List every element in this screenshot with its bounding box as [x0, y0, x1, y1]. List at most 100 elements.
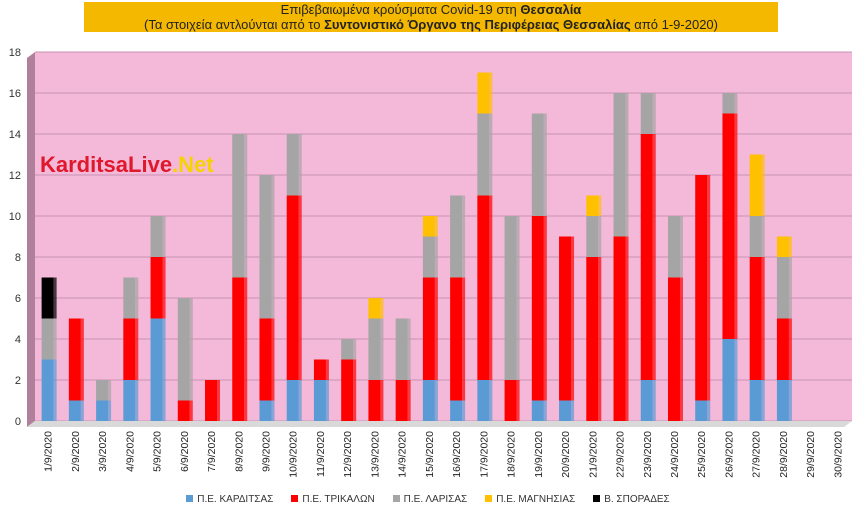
x-tick-label: 17/9/2020	[478, 431, 490, 478]
y-tick-label: 18	[9, 47, 21, 59]
x-tick-label: 27/9/2020	[751, 431, 763, 478]
bar-segment-side	[325, 359, 329, 380]
x-tick-label: 30/9/2020	[832, 431, 844, 478]
bar-segment-side	[53, 318, 57, 360]
y-tick-label: 16	[9, 88, 21, 100]
x-tick-label: 1/9/2020	[43, 431, 55, 472]
x-tick-label: 7/9/2020	[206, 431, 218, 472]
bar-segment	[41, 359, 54, 421]
bar-segment-side	[380, 318, 384, 380]
x-tick-label: 16/9/2020	[451, 431, 463, 478]
bar-segment	[776, 380, 789, 421]
legend-swatch	[186, 495, 194, 502]
x-tick-label: 5/9/2020	[152, 431, 164, 472]
legend-label: Π.Ε. ΤΡΙΚΑΛΩΝ	[302, 494, 375, 505]
bar-segment-side	[571, 236, 575, 401]
plot-side-wall	[27, 52, 35, 427]
bar-segment	[640, 93, 653, 134]
legend-swatch	[392, 495, 400, 502]
bar-segment-side	[244, 134, 248, 278]
x-tick-label: 25/9/2020	[696, 431, 708, 478]
bar-segment	[422, 380, 435, 421]
bar-segment-side	[543, 113, 547, 216]
bar-segment	[286, 380, 299, 421]
bar-segment-side	[489, 113, 493, 196]
bar-segment	[422, 216, 435, 237]
x-tick-label: 19/9/2020	[533, 431, 545, 478]
legend-label: Β. ΣΠΟΡΑΔΕΣ	[604, 494, 670, 505]
bar-segment-side	[135, 318, 139, 380]
bar-segment	[232, 277, 245, 421]
y-tick-label: 10	[9, 211, 21, 223]
bar-segment-side	[135, 380, 139, 421]
bar-segment	[586, 195, 599, 216]
bar-segment-side	[571, 400, 575, 421]
bar-segment-side	[516, 216, 520, 380]
bar-segment-side	[162, 216, 166, 257]
legend-item: Π.Ε. ΛΑΡΙΣΑΣ	[392, 494, 467, 505]
x-tick-label: 29/9/2020	[805, 431, 817, 478]
bar-segment	[150, 318, 163, 421]
bar-segment	[177, 298, 190, 401]
bar-segment-side	[53, 359, 57, 421]
legend: Π.Ε. ΚΑΡΔΙΤΣΑΣ Π.Ε. ΤΡΙΚΑΛΩΝ Π.Ε. ΛΑΡΙΣΑΣ Π…	[0, 494, 856, 505]
bar-segment	[586, 257, 599, 421]
bar-segment-side	[761, 380, 765, 421]
bar-segment-side	[407, 380, 411, 421]
bar-segment	[341, 339, 354, 360]
bar-segment	[586, 216, 599, 257]
bar-segment-side	[80, 318, 84, 401]
bar-segment-side	[271, 400, 275, 421]
bar-segment	[749, 216, 762, 257]
bar-segment-side	[135, 277, 139, 319]
bar-segment	[286, 195, 299, 380]
bar-segment-side	[516, 380, 520, 421]
watermark-logo: KarditsaLive.Net	[40, 152, 214, 178]
bar-segment	[776, 257, 789, 319]
title-line1-bold: Θεσσαλία	[520, 2, 582, 17]
y-tick-label: 8	[15, 252, 21, 264]
bar-segment-side	[761, 257, 765, 380]
bar-segment-side	[434, 380, 438, 421]
title-line1-prefix: Επιβεβαιωμένα κρούσματα Covid-19 στη	[280, 2, 521, 17]
bar-segment-side	[652, 380, 656, 421]
legend-label: Π.Ε. ΜΑΓΝΗΣΙΑΣ	[496, 494, 576, 505]
bar-segment	[722, 113, 735, 339]
bar-segment	[68, 400, 81, 421]
y-tick-label: 14	[9, 129, 21, 141]
bar-segment	[177, 400, 190, 421]
x-tick-label: 4/9/2020	[124, 431, 136, 472]
legend-label: Π.Ε. ΚΑΡΔΙΤΣΑΣ	[197, 494, 274, 505]
bar-segment	[559, 400, 572, 421]
bar-segment-side	[489, 72, 493, 114]
x-tick-label: 9/9/2020	[260, 431, 272, 472]
bar-segment-side	[489, 380, 493, 421]
title-line2-suffix: από 1-9-2020)	[630, 17, 718, 32]
bar-segment-side	[734, 339, 738, 421]
x-tick-label: 2/9/2020	[70, 431, 82, 472]
title-line2-prefix: (Τα στοιχεία αντλούνται από το	[144, 17, 325, 32]
bar-segment-side	[788, 257, 792, 319]
bar-segment-side	[162, 318, 166, 421]
bar-segment-side	[353, 339, 357, 360]
bar-segment-side	[325, 380, 329, 421]
bar-segment-side	[734, 93, 738, 114]
bar-segment-side	[407, 318, 411, 380]
x-tick-label: 23/9/2020	[642, 431, 654, 478]
x-tick-label: 20/9/2020	[560, 431, 572, 478]
y-tick-label: 2	[15, 375, 21, 387]
bar-segment	[613, 236, 626, 421]
bar-segment	[123, 380, 136, 421]
title-line2-bold: Συντονιστικό Όργανο της Περιφέρειας Θεσσ…	[324, 17, 631, 32]
legend-swatch	[485, 495, 493, 502]
bar-segment-side	[462, 195, 466, 278]
bar-segment	[749, 257, 762, 380]
bar-segment-side	[788, 318, 792, 380]
bar-segment-side	[298, 380, 302, 421]
bar-segment-side	[761, 216, 765, 257]
bar-segment-side	[652, 134, 656, 380]
bar-segment-side	[761, 154, 765, 216]
x-tick-label: 12/9/2020	[342, 431, 354, 478]
bar-segment-side	[625, 93, 629, 237]
